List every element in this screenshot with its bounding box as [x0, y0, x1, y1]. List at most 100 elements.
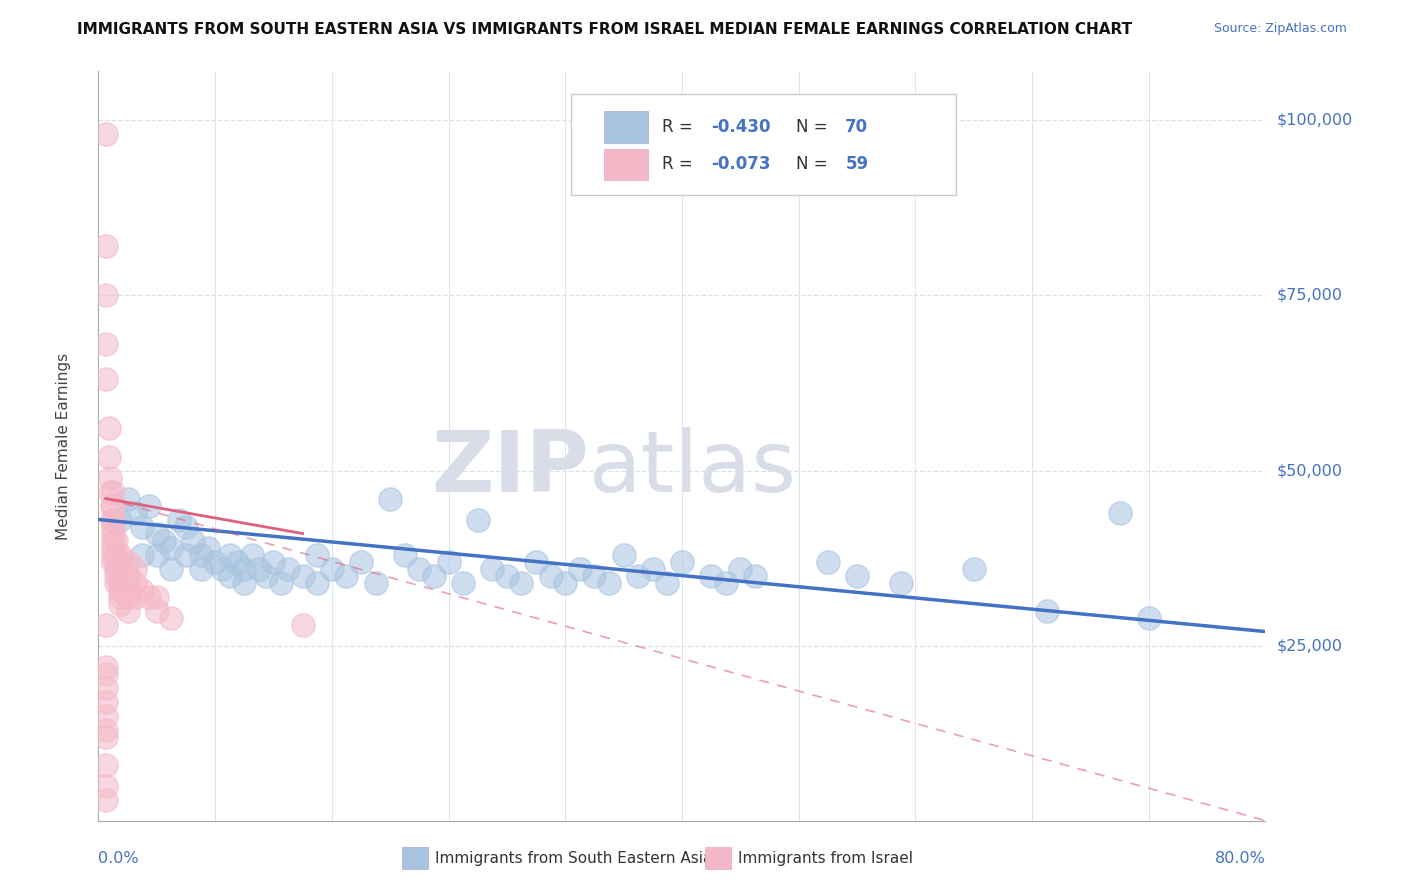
Point — [124, 506, 146, 520]
Point — [657, 575, 679, 590]
Point — [524, 555, 547, 569]
Point — [160, 541, 183, 555]
Point — [97, 450, 120, 464]
Point — [744, 568, 766, 582]
Point — [890, 575, 912, 590]
Text: 80.0%: 80.0% — [1215, 851, 1265, 866]
Point — [218, 548, 240, 562]
Point — [846, 568, 869, 582]
Text: Immigrants from South Eastern Asia: Immigrants from South Eastern Asia — [434, 851, 711, 865]
Point — [94, 730, 117, 744]
Text: R =: R = — [662, 118, 697, 136]
Point — [110, 597, 132, 611]
Point — [350, 555, 373, 569]
Point — [110, 512, 132, 526]
Text: 59: 59 — [845, 155, 869, 173]
Point — [307, 575, 329, 590]
Point — [153, 533, 176, 548]
Point — [94, 617, 117, 632]
Point — [94, 666, 117, 681]
Point — [817, 555, 839, 569]
Point — [104, 548, 127, 562]
Point — [110, 561, 132, 575]
Text: $75,000: $75,000 — [1277, 288, 1343, 303]
Point — [962, 561, 984, 575]
Point — [117, 590, 139, 604]
Text: -0.073: -0.073 — [711, 155, 770, 173]
Point — [101, 548, 124, 562]
Point — [138, 590, 160, 604]
Point — [131, 582, 153, 597]
Point — [700, 568, 723, 582]
Point — [218, 568, 240, 582]
Point — [174, 519, 197, 533]
Point — [117, 568, 139, 582]
Point — [124, 590, 146, 604]
Text: -0.430: -0.430 — [711, 118, 770, 136]
Point — [160, 561, 183, 575]
Point — [94, 288, 117, 302]
Point — [94, 779, 117, 793]
Bar — [706, 847, 731, 870]
Point — [101, 526, 124, 541]
Point — [104, 561, 127, 575]
Text: Median Female Earnings: Median Female Earnings — [56, 352, 70, 540]
Text: $100,000: $100,000 — [1277, 113, 1353, 128]
Text: N =: N = — [796, 118, 834, 136]
Point — [262, 555, 284, 569]
Bar — [603, 112, 648, 143]
FancyBboxPatch shape — [571, 94, 956, 195]
Point — [104, 555, 127, 569]
Point — [496, 568, 519, 582]
Point — [160, 610, 183, 624]
Point — [423, 568, 446, 582]
Point — [1108, 506, 1130, 520]
Point — [110, 582, 132, 597]
Point — [100, 512, 122, 526]
Point — [94, 337, 117, 351]
Point — [174, 548, 197, 562]
Point — [94, 372, 117, 386]
Point — [270, 575, 292, 590]
Text: Immigrants from Israel: Immigrants from Israel — [738, 851, 912, 865]
Text: 0.0%: 0.0% — [98, 851, 139, 866]
Point — [110, 555, 132, 569]
Point — [277, 561, 299, 575]
Point — [104, 575, 127, 590]
Bar — [603, 149, 648, 180]
Point — [117, 603, 139, 617]
Point — [627, 568, 650, 582]
Point — [437, 555, 460, 569]
Point — [117, 491, 139, 506]
Point — [104, 568, 127, 582]
Point — [124, 575, 146, 590]
Point — [131, 519, 153, 533]
Point — [1035, 603, 1057, 617]
Point — [540, 568, 562, 582]
Point — [146, 590, 169, 604]
Point — [554, 575, 576, 590]
Point — [714, 575, 737, 590]
Point — [568, 561, 591, 575]
Point — [101, 484, 124, 499]
Point — [146, 548, 169, 562]
Point — [598, 575, 620, 590]
Point — [110, 568, 132, 582]
Point — [101, 499, 124, 513]
Point — [94, 757, 117, 772]
Point — [94, 659, 117, 673]
Point — [124, 561, 146, 575]
Point — [730, 561, 752, 575]
Text: 70: 70 — [845, 118, 869, 136]
Point — [94, 695, 117, 709]
Point — [94, 128, 117, 142]
Point — [641, 561, 664, 575]
Point — [94, 792, 117, 806]
Point — [94, 239, 117, 253]
Point — [94, 681, 117, 695]
Point — [204, 555, 226, 569]
Point — [335, 568, 357, 582]
Point — [117, 555, 139, 569]
Point — [240, 548, 263, 562]
Point — [146, 603, 169, 617]
